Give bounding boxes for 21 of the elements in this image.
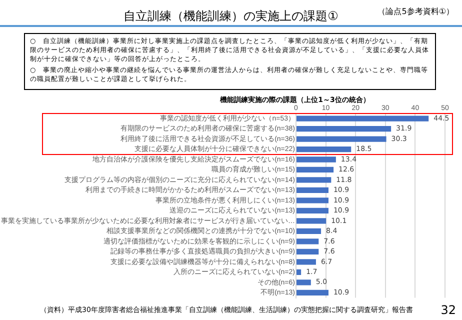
bar — [296, 280, 311, 286]
bar — [296, 259, 316, 265]
bar — [296, 126, 392, 132]
bar — [296, 218, 326, 224]
bar — [296, 248, 319, 255]
bar — [296, 290, 328, 296]
bar — [296, 187, 328, 194]
bar — [296, 238, 319, 244]
text: 32 — [440, 303, 456, 317]
bar — [296, 146, 352, 152]
bar — [296, 208, 328, 214]
bar — [296, 177, 332, 183]
bar — [296, 166, 334, 173]
bar — [296, 156, 336, 162]
bar — [296, 198, 328, 204]
bar — [296, 136, 386, 142]
chart-title: 自立訓練（機能訓練）の実施上の課題① — [124, 9, 338, 23]
text: （論点5参考資料①） — [378, 6, 454, 17]
bar — [296, 228, 322, 234]
bar — [296, 116, 429, 122]
bar — [296, 269, 302, 276]
